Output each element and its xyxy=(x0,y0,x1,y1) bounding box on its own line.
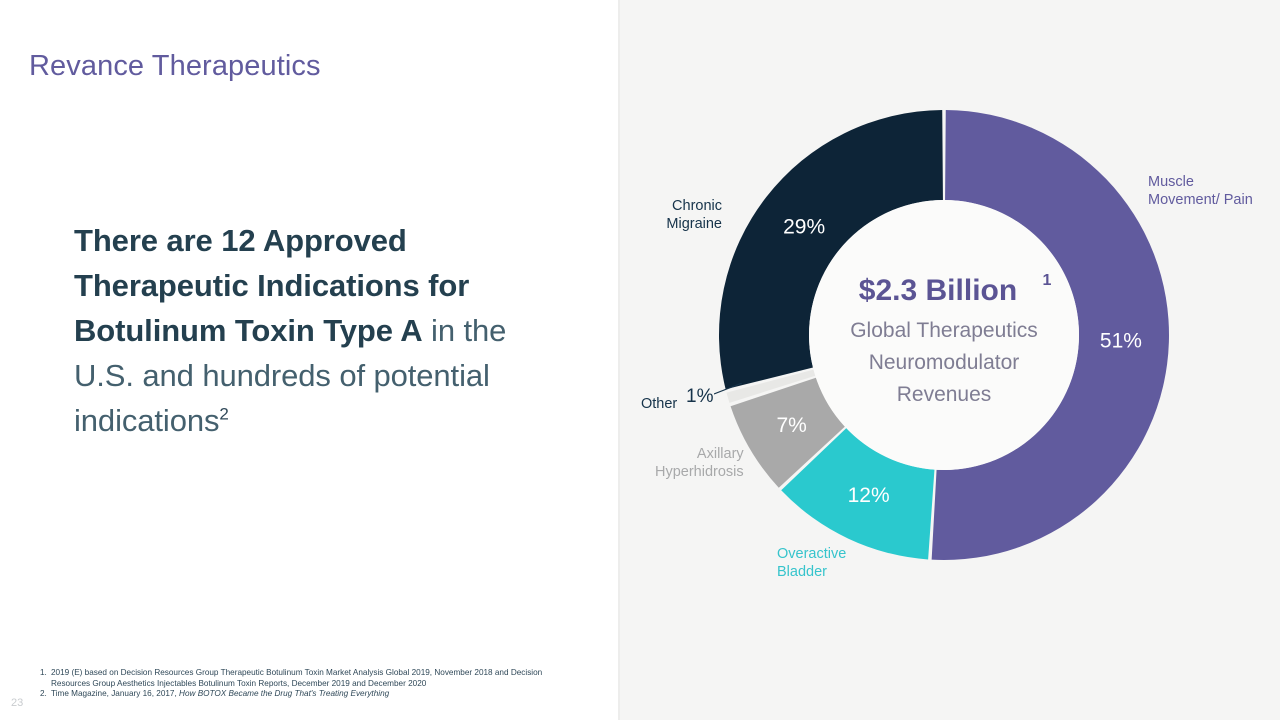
donut-slice-muscle-movement-pain[interactable] xyxy=(931,110,1169,560)
footnote-2-number: 2. xyxy=(40,689,47,699)
chart-label-overactive-bladder: Overactive Bladder xyxy=(777,545,846,581)
donut-value-chronic-migraine: 29% xyxy=(783,216,825,239)
footnote-2-text: Time Magazine, January 16, 2017, How BOT… xyxy=(51,689,560,700)
headline-text: There are 12 Approved Therapeutic Indica… xyxy=(74,218,564,443)
center-amount-text: $2.3 Billion xyxy=(859,274,1017,307)
chart-label-axillary-line2: Hyperhidrosis xyxy=(655,464,744,480)
chart-label-chronic-migraine: Chronic Migraine xyxy=(660,197,722,233)
other-leader-line xyxy=(714,383,742,395)
chart-label-axillary-hyperhidrosis: Axillary Hyperhidrosis xyxy=(655,445,744,481)
donut-value-muscle-movement-pain: 51% xyxy=(1100,330,1142,353)
donut-chart-svg: 51% 12% 7% 29% $2.3 Billion 1 Global Therap… xyxy=(719,110,1169,560)
donut-slice-axillary-hyperhidrosis[interactable] xyxy=(730,377,845,488)
footnote-1-number: 1. xyxy=(40,668,47,677)
chart-label-muscle-line1: Muscle xyxy=(1148,174,1194,190)
headline-light: in the U.S. and hundreds of potential in… xyxy=(74,313,507,438)
footnote-2-plain: Time Magazine, January 16, 2017, xyxy=(51,689,180,699)
chart-label-bladder-line1: Overactive xyxy=(777,546,847,562)
donut-slices xyxy=(719,110,1169,560)
center-subtitle-line3: Revenues xyxy=(897,383,992,406)
chart-label-migraine-line1: Chronic xyxy=(672,198,722,214)
donut-slice-percent-labels: 51% 12% 7% 29% xyxy=(776,216,1141,508)
chart-value-other: 1% xyxy=(686,386,714,407)
donut-slice-chronic-migraine[interactable] xyxy=(719,110,943,390)
chart-label-muscle-movement-pain: Muscle Movement/ Pain xyxy=(1148,173,1253,209)
headline-strong: There are 12 Approved Therapeutic Indica… xyxy=(74,223,470,348)
chart-label-axillary-line1: Axillary xyxy=(696,446,744,462)
page-number: 23 xyxy=(11,697,24,709)
donut-value-axillary-hyperhidrosis: 7% xyxy=(776,414,806,437)
chart-label-bladder-line2: Bladder xyxy=(777,564,827,580)
headline-footnote-marker: 2 xyxy=(219,404,229,424)
donut-chart: 51% 12% 7% 29% $2.3 Billion 1 Global Therap… xyxy=(694,85,1194,585)
panel-divider xyxy=(618,0,620,720)
donut-slice-other[interactable] xyxy=(726,369,816,403)
donut-hole xyxy=(809,200,1079,470)
center-amount-footnote: 1 xyxy=(1043,272,1052,289)
page-title: Revance Therapeutics xyxy=(29,50,321,82)
donut-value-overactive-bladder: 12% xyxy=(848,484,890,507)
chart-label-other: Other xyxy=(641,396,678,412)
footnote-item-2: 2. Time Magazine, January 16, 2017, How … xyxy=(40,689,560,700)
footnote-1-text: 2019 (E) based on Decision Resources Gro… xyxy=(51,668,543,688)
center-subtitle-line2: Neuromodulator xyxy=(869,351,1020,374)
chart-label-migraine-line2: Migraine xyxy=(666,216,722,232)
footnotes: 1. 2019 (E) based on Decision Resources … xyxy=(40,668,560,700)
chart-label-muscle-line2: Movement/ Pain xyxy=(1148,192,1253,208)
footnote-item-1: 1. 2019 (E) based on Decision Resources … xyxy=(40,668,560,689)
donut-slice-overactive-bladder[interactable] xyxy=(781,428,935,560)
footnote-2-italic: How BOTOX Became the Drug That's Treatin… xyxy=(179,689,390,699)
center-subtitle-line1: Global Therapeutics xyxy=(850,319,1038,342)
